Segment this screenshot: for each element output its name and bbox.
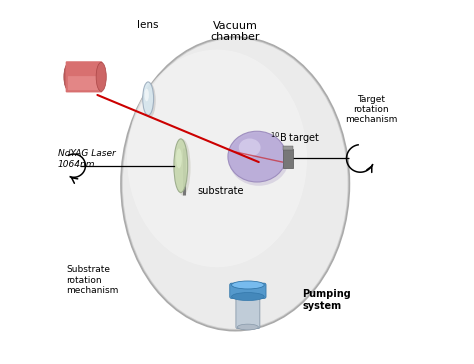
Text: Pumping
system: Pumping system [302, 289, 351, 310]
Ellipse shape [121, 37, 349, 331]
Ellipse shape [176, 149, 182, 169]
FancyBboxPatch shape [68, 76, 100, 90]
Text: Vacuum
chamber: Vacuum chamber [210, 21, 260, 42]
FancyBboxPatch shape [283, 146, 293, 150]
Ellipse shape [175, 139, 191, 195]
FancyBboxPatch shape [66, 61, 102, 92]
Ellipse shape [144, 83, 156, 118]
Text: $^{10}$B target: $^{10}$B target [270, 130, 320, 146]
Ellipse shape [123, 39, 347, 329]
Ellipse shape [237, 324, 258, 330]
Ellipse shape [237, 293, 258, 299]
Ellipse shape [127, 50, 307, 267]
Text: Target
rotation
mechanism: Target rotation mechanism [345, 95, 397, 124]
Ellipse shape [239, 138, 261, 157]
Ellipse shape [174, 139, 188, 193]
Text: NdYAG Laser
1064nm: NdYAG Laser 1064nm [57, 149, 115, 169]
Ellipse shape [228, 131, 286, 182]
FancyBboxPatch shape [230, 283, 266, 298]
Text: substrate: substrate [197, 186, 244, 195]
Ellipse shape [96, 62, 106, 91]
Ellipse shape [232, 293, 264, 301]
Ellipse shape [64, 63, 74, 91]
Ellipse shape [145, 88, 149, 101]
Text: lens: lens [137, 20, 159, 30]
Ellipse shape [229, 133, 289, 186]
FancyBboxPatch shape [283, 149, 293, 168]
FancyBboxPatch shape [236, 295, 260, 328]
Ellipse shape [232, 281, 264, 289]
Ellipse shape [143, 82, 154, 115]
Text: Substrate
rotation
mechanism: Substrate rotation mechanism [66, 265, 119, 295]
